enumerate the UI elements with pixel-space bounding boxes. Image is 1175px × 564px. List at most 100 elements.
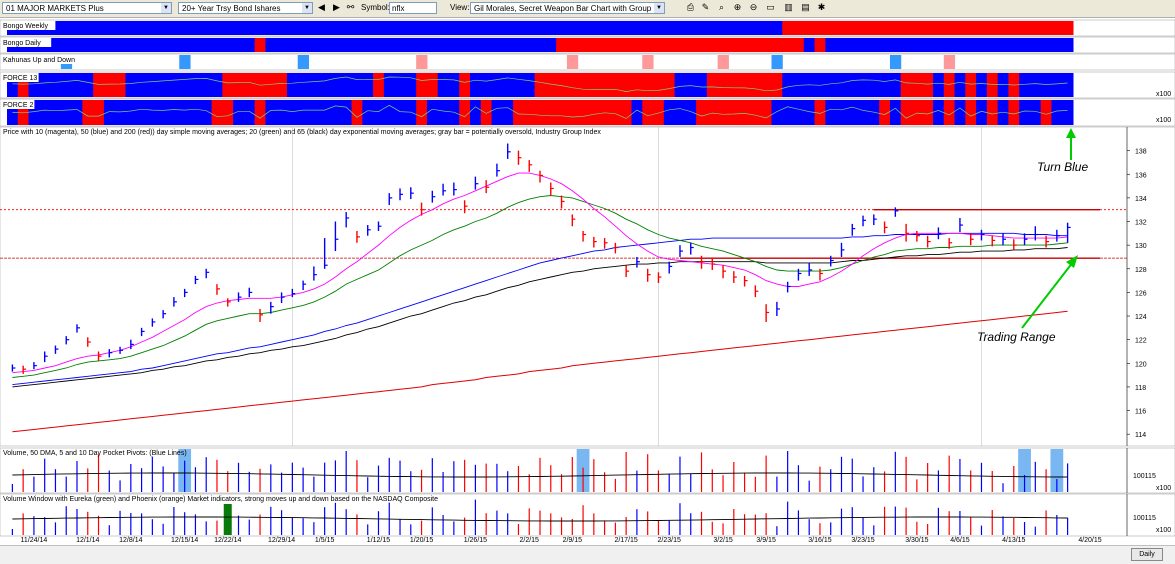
force2-pane-cell <box>491 100 503 125</box>
force2-pane-cell <box>416 100 428 125</box>
bongo-daily-pane-cell <box>416 38 428 52</box>
force13-pane-cell <box>276 73 288 97</box>
bongo-weekly-pane-cell <box>943 21 956 35</box>
force13-pane-cell <box>502 73 514 97</box>
chart-icon[interactable]: ▥ <box>784 2 793 12</box>
symbol-input[interactable]: nflx <box>389 2 437 14</box>
pages-icon[interactable]: ▭ <box>766 2 775 12</box>
price-tick-label: 120 <box>1135 361 1147 368</box>
bongo-weekly-pane-cell <box>82 21 94 35</box>
bongo-weekly-pane-cell <box>254 21 266 35</box>
bongo-daily-pane-cell <box>437 38 449 52</box>
force2-pane-cell <box>696 100 708 125</box>
x-tick-label: 4/13/15 <box>1002 537 1025 544</box>
bongo-daily-pane-cell <box>405 38 417 52</box>
sma200-line <box>12 310 1068 433</box>
bongo-weekly-pane-cell <box>879 21 891 35</box>
view-select[interactable]: Gil Morales, Secret Weapon Bar Chart wit… <box>470 2 665 14</box>
settings-icon[interactable]: ✱ <box>817 2 826 12</box>
window-scale-label: x100 <box>1156 527 1171 534</box>
bongo-weekly-pane-cell <box>911 21 923 35</box>
force2-pane-cell <box>642 100 654 125</box>
force13-pane-cell <box>190 73 202 97</box>
bongo-daily-pane-cell <box>1040 38 1052 52</box>
force13-pane-cell <box>114 73 126 97</box>
next-icon[interactable]: ▶ <box>333 2 340 12</box>
bongo-daily-pane-cell <box>663 38 676 52</box>
bongo-weekly-pane-cell <box>136 21 148 35</box>
force13-pane-cell <box>922 73 934 97</box>
force2-pane-cell <box>739 100 751 125</box>
bongo-weekly-pane-cell <box>523 21 536 35</box>
zoom-in-icon[interactable]: ⊕ <box>733 2 742 12</box>
bongo-weekly-pane-cell <box>599 21 611 35</box>
bongo-weekly-pane-cell <box>749 21 762 35</box>
force13-pane-cell <box>39 73 51 97</box>
bongo-daily-pane-cell <box>965 38 977 52</box>
force13-pane-label: FORCE 13 <box>3 75 37 82</box>
force2-pane-cell <box>889 100 902 125</box>
force13-pane-cell <box>351 73 363 97</box>
bongo-daily-pane-cell <box>588 38 600 52</box>
price-tick-label: 118 <box>1135 385 1146 392</box>
bongo-weekly-pane-cell <box>243 21 256 35</box>
force13-pane-cell <box>308 73 320 97</box>
force2-pane-cell <box>771 100 783 125</box>
price-tick-label: 124 <box>1135 314 1147 321</box>
pocket-pivot-highlight <box>1018 449 1031 492</box>
x-tick-label: 2/17/15 <box>614 537 637 544</box>
watch-select[interactable]: 20+ Year Trsy Bond Ishares ▼ <box>178 2 313 14</box>
force13-pane-cell <box>211 73 223 97</box>
force2-pane-cell <box>200 100 213 125</box>
x-tick-label: 12/22/14 <box>214 537 241 544</box>
bongo-weekly-pane-cell <box>620 21 633 35</box>
volume-pane-title: Volume, 50 DMA, 5 and 10 Day Pocket Pivo… <box>3 450 187 457</box>
force13-pane-cell <box>297 73 309 97</box>
force2-pane-cell <box>308 100 320 125</box>
bongo-daily-pane-cell <box>71 38 83 52</box>
zoom-icon[interactable]: ⌕ <box>718 2 725 12</box>
bongo-weekly-pane-cell <box>405 21 417 35</box>
force2-pane-cell <box>179 100 191 125</box>
export-icon[interactable]: ▤ <box>801 2 810 12</box>
x-tick-label: 1/5/15 <box>315 537 335 544</box>
force2-pane-cell <box>523 100 536 125</box>
force2-pane-label: FORCE 2 <box>3 102 33 109</box>
force2-pane-cell <box>114 100 126 125</box>
price-tick-label: 114 <box>1135 432 1146 439</box>
zoom-out-icon[interactable]: ⊖ <box>749 2 758 12</box>
bongo-daily-pane-cell <box>825 38 837 52</box>
force13-pane-cell <box>1019 73 1031 97</box>
x-tick-label: 3/30/15 <box>905 537 928 544</box>
prev-icon[interactable]: ◀ <box>318 2 325 12</box>
bongo-weekly-pane-cell <box>394 21 406 35</box>
force2-pane-cell <box>340 100 353 125</box>
force2-pane-cell <box>803 100 816 125</box>
bongo-weekly-pane-cell <box>319 21 331 35</box>
force13-pane-cell <box>179 73 191 97</box>
daily-button[interactable]: Daily <box>1131 548 1163 561</box>
x-tick-label: 4/6/15 <box>950 537 970 544</box>
bongo-daily-pane-cell <box>760 38 773 52</box>
force2-pane-cell <box>211 100 223 125</box>
bongo-daily-pane-cell <box>1029 38 1042 52</box>
bongo-daily-pane-cell <box>674 38 686 52</box>
price-tick-label: 132 <box>1135 220 1147 227</box>
force2-pane-cell <box>373 100 385 125</box>
print-icon[interactable]: ⎙ <box>686 2 695 12</box>
bongo-weekly-pane-label: Bongo Weekly <box>3 23 49 30</box>
bongo-weekly-pane-cell <box>211 21 223 35</box>
force2-pane-cell <box>233 100 245 125</box>
edit-icon[interactable]: ✎ <box>701 2 710 12</box>
binoculars-icon[interactable]: ⚯ <box>346 2 355 12</box>
bongo-daily-pane-cell <box>922 38 934 52</box>
force2-pane-cell <box>394 100 406 125</box>
force2-pane-cell <box>534 100 546 125</box>
force2-pane-cell <box>609 100 622 125</box>
bongo-weekly-pane-cell <box>739 21 751 35</box>
bongo-daily-pane-cell <box>233 38 245 52</box>
list-select[interactable]: 01 MAJOR MARKETS Plus ▼ <box>2 2 172 14</box>
force2-pane-cell <box>965 100 977 125</box>
force13-pane-cell <box>50 73 62 97</box>
force2-pane-cell <box>793 100 805 125</box>
